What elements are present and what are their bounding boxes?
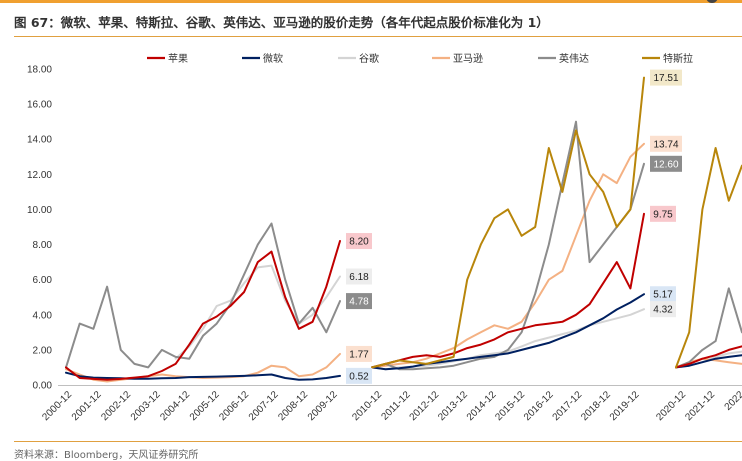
figure-title: 图 67：微软、苹果、特斯拉、谷歌、英伟达、亚马逊的股价走势（各年代起点股价标准… — [14, 15, 549, 30]
x-tick-label: 2021-12 — [683, 389, 717, 423]
x-tick-label: 2014-12 — [465, 389, 499, 423]
x-tick-label: 2006-12 — [217, 389, 251, 423]
series-line-2020s-微软 — [675, 354, 742, 369]
x-tick-label: 2013-12 — [436, 389, 470, 423]
legend-label-特斯拉: 特斯拉 — [663, 52, 693, 65]
x-axis: 2000-122001-122002-122003-122004-122005-… — [40, 389, 742, 423]
series-line-2000s-英伟达 — [65, 222, 341, 369]
series-line-2000s-微软 — [65, 371, 341, 381]
series-lines — [65, 76, 742, 383]
end-label-英伟达: 12.60 — [653, 159, 678, 170]
end-label-box — [346, 233, 372, 250]
series-line-2000s-谷歌 — [174, 264, 341, 360]
x-tick-label: 2012-12 — [408, 389, 442, 423]
series-line-2000s-苹果 — [65, 240, 341, 381]
x-tick-label: 2010-12 — [350, 389, 384, 423]
series-line-2010s-亚马逊 — [371, 142, 645, 369]
legend-label-谷歌: 谷歌 — [359, 52, 379, 65]
stock-price-chart: 18.00 16.00 14.00 12.00 10.00 8.00 6.00 4.00 2.0… — [27, 52, 742, 423]
x-tick-label: 2000-12 — [40, 389, 74, 423]
end-label-box — [650, 135, 682, 152]
y-tick-label: 18.00 — [27, 65, 52, 76]
y-tick-label: 2.00 — [33, 345, 53, 356]
series-line-2000s-亚马逊 — [65, 352, 341, 383]
y-tick-label: 6.00 — [33, 275, 53, 286]
top-accent-bar — [0, 0, 742, 3]
y-tick-label: 8.00 — [33, 240, 53, 251]
y-tick-label: 10.00 — [27, 205, 52, 216]
end-label-box — [346, 268, 372, 285]
series-line-2010s-微软 — [371, 293, 645, 371]
x-tick-label: 2005-12 — [188, 389, 222, 423]
end-label-box — [346, 367, 372, 384]
x-tick-label: 2017-12 — [551, 389, 585, 423]
end-label-亚马逊: 13.74 — [653, 139, 678, 150]
x-tick-label: 2002-12 — [99, 389, 133, 423]
legend-label-英伟达: 英伟达 — [559, 52, 589, 65]
end-label-谷歌: 6.18 — [349, 272, 369, 283]
legend-label-亚马逊: 亚马逊 — [453, 53, 483, 65]
end-label-苹果: 9.75 — [653, 209, 673, 220]
source-note: 资料来源：Bloomberg，天风证券研究所 — [14, 450, 199, 461]
x-tick-label: 2022 — [723, 389, 742, 413]
end-value-labels: 8.20 0.52 6.18 1.77 4.78 9.75 5.17 4.32 13.74 12.… — [346, 69, 682, 384]
series-line-2010s-特斯拉 — [371, 76, 645, 369]
x-tick-label: 2008-12 — [276, 389, 310, 423]
x-tick-label: 2011-12 — [380, 389, 414, 423]
series-line-2010s-苹果 — [371, 212, 645, 369]
x-tick-label: 2001-12 — [70, 389, 104, 423]
y-tick-label: 12.00 — [27, 170, 52, 181]
x-tick-label: 2020-12 — [654, 389, 688, 423]
y-tick-label: 0.00 — [33, 381, 53, 392]
legend: 苹果 微软 谷歌 亚马逊 英伟达 特斯拉 — [147, 52, 693, 65]
x-tick-label: 2018-12 — [579, 389, 613, 423]
end-label-box — [346, 293, 372, 310]
end-label-特斯拉: 17.51 — [653, 73, 678, 84]
x-tick-label: 2015-12 — [493, 389, 527, 423]
footer-divider — [14, 441, 742, 442]
series-line-2020s-苹果 — [675, 345, 742, 369]
end-label-微软: 5.17 — [653, 290, 673, 301]
end-label-box — [650, 301, 676, 318]
y-axis: 18.00 16.00 14.00 12.00 10.00 8.00 6.00 4.00 2.0… — [27, 65, 742, 392]
y-tick-label: 16.00 — [27, 100, 52, 111]
end-label-英伟达: 4.78 — [349, 297, 369, 308]
end-label-亚马逊: 1.77 — [349, 349, 369, 360]
legend-label-苹果: 苹果 — [168, 52, 188, 65]
x-tick-label: 2007-12 — [247, 389, 281, 423]
y-tick-label: 14.00 — [27, 135, 52, 146]
title-divider — [14, 36, 742, 37]
end-label-box — [650, 205, 676, 222]
x-tick-label: 2009-12 — [306, 389, 340, 423]
top-corner-mark — [706, 0, 718, 3]
end-label-box — [650, 286, 676, 303]
x-tick-label: 2004-12 — [158, 389, 192, 423]
legend-label-微软: 微软 — [263, 52, 283, 65]
end-label-微软: 0.52 — [349, 371, 369, 382]
end-label-苹果: 8.20 — [349, 237, 369, 248]
x-tick-label: 2003-12 — [129, 389, 163, 423]
x-tick-label: 2019-12 — [608, 389, 642, 423]
series-line-2020s-特斯拉 — [675, 147, 742, 369]
x-tick-label: 2016-12 — [522, 389, 556, 423]
end-label-box — [346, 345, 372, 362]
series-line-2010s-英伟达 — [371, 120, 645, 371]
series-line-2020s-英伟达 — [675, 287, 742, 369]
end-label-谷歌: 4.32 — [653, 305, 673, 316]
end-label-box — [650, 155, 682, 172]
end-label-box — [650, 69, 682, 86]
y-tick-label: 4.00 — [33, 310, 53, 321]
